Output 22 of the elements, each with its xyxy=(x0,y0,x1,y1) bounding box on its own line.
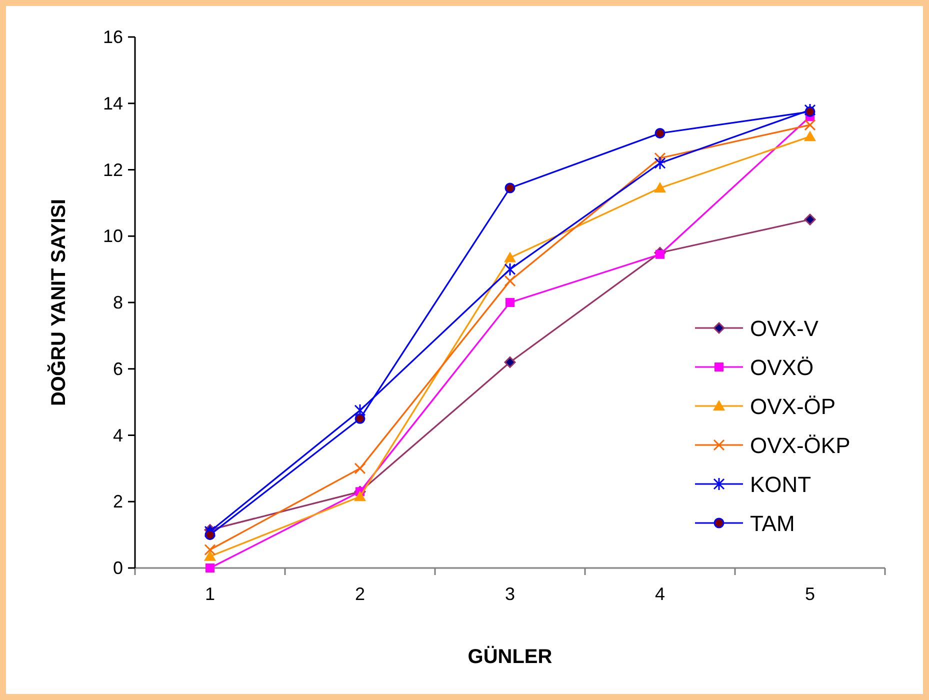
y-tick-label: 0 xyxy=(112,558,123,578)
y-tick-label: 12 xyxy=(102,160,123,180)
y-tick-label: 6 xyxy=(112,358,123,379)
y-tick-label: 16 xyxy=(102,27,123,47)
x-tick-label: 3 xyxy=(504,584,516,604)
legend-label: OVX-ÖKP xyxy=(750,433,850,458)
x-tick-label: 1 xyxy=(204,584,216,604)
x-tick-label: 4 xyxy=(654,584,666,604)
x-tick-label: 2 xyxy=(354,584,366,604)
y-tick-label: 14 xyxy=(102,93,123,114)
y-tick-label: 8 xyxy=(112,292,123,312)
x-axis-title: GÜNLER xyxy=(468,645,553,668)
legend-label: OVXÖ xyxy=(750,355,814,380)
legend-label: KONT xyxy=(750,472,812,497)
y-tick-label: 4 xyxy=(112,425,123,446)
y-tick-label: 2 xyxy=(112,492,123,512)
legend-label: OVX-ÖP xyxy=(750,394,836,419)
y-tick-label: 10 xyxy=(102,226,123,246)
x-tick-label: 5 xyxy=(804,584,816,604)
legend-label: OVX-V xyxy=(750,316,819,341)
y-axis-title: DOĞRU YANIT SAYISI xyxy=(47,198,70,406)
legend-label: TAM xyxy=(750,511,795,536)
